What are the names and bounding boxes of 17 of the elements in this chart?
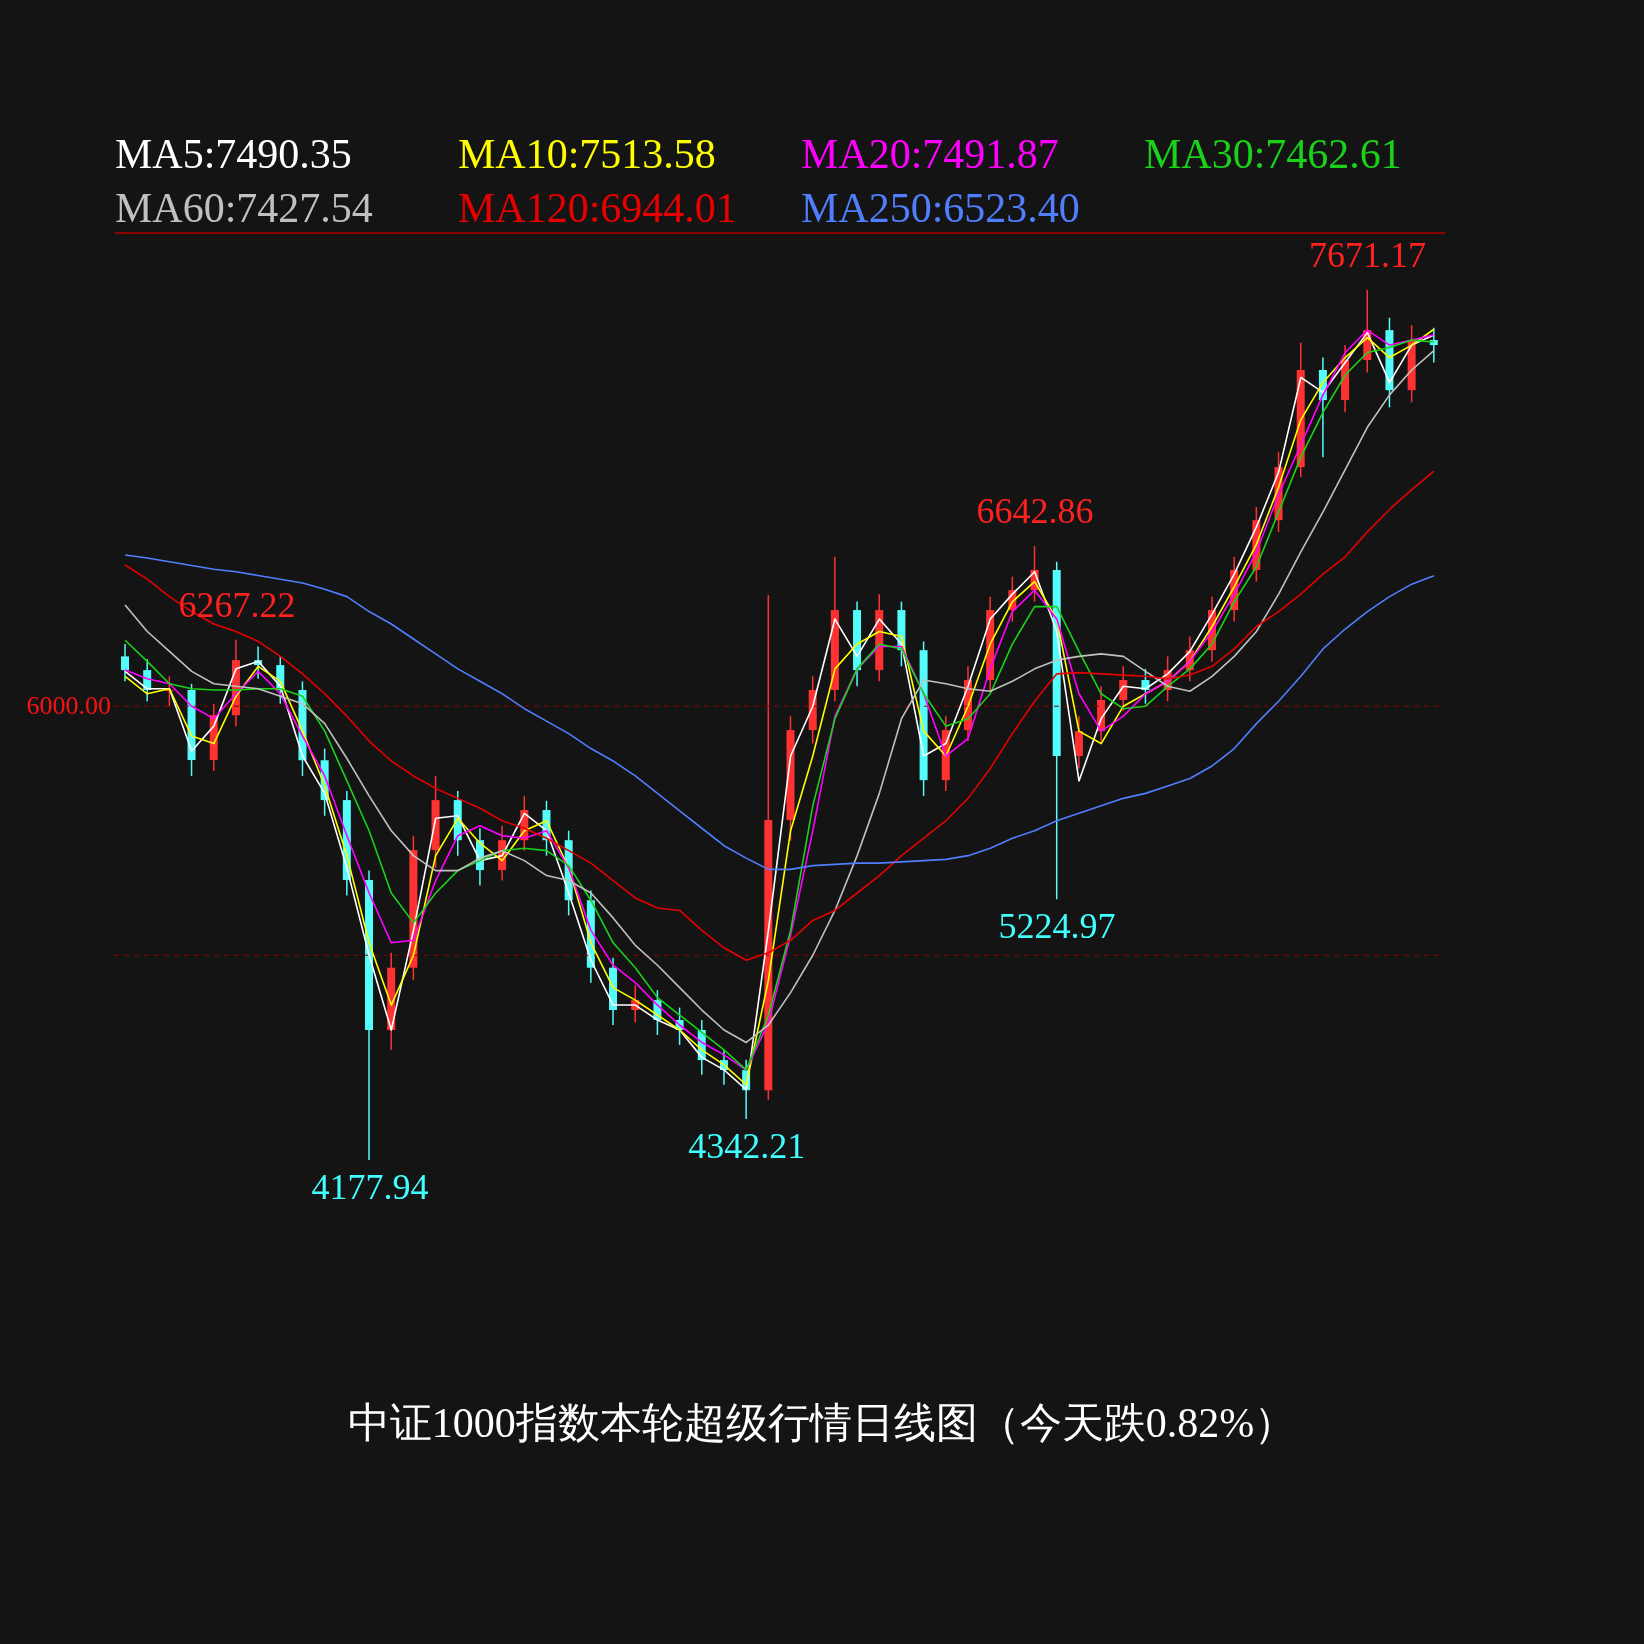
text: MA120:6944.01 [458, 184, 738, 232]
ref-line-label: 6000.00 [26, 690, 111, 723]
candlestick [121, 643, 129, 683]
text: MA5:7490.35 [115, 130, 353, 178]
text: 中证1000指数本轮超级行情日线图（今天跌0.82%） [346, 1399, 1298, 1448]
candlestick [1119, 665, 1128, 712]
annotation: 4342.21 [688, 1126, 806, 1167]
annotation: 6267.22 [178, 584, 296, 625]
annotation: 5224.97 [998, 906, 1116, 947]
text: MA20:7491.87 [801, 130, 1060, 178]
annotation: 6642.86 [976, 491, 1094, 532]
text: MA60:7427.54 [115, 184, 374, 232]
text: MA30:7462.61 [1144, 130, 1403, 178]
annotation: 4177.94 [311, 1167, 429, 1207]
text: MA10:7513.58 [458, 130, 717, 178]
text: MA250:6523.40 [801, 184, 1081, 232]
annotation: 7671.17 [1308, 235, 1426, 275]
